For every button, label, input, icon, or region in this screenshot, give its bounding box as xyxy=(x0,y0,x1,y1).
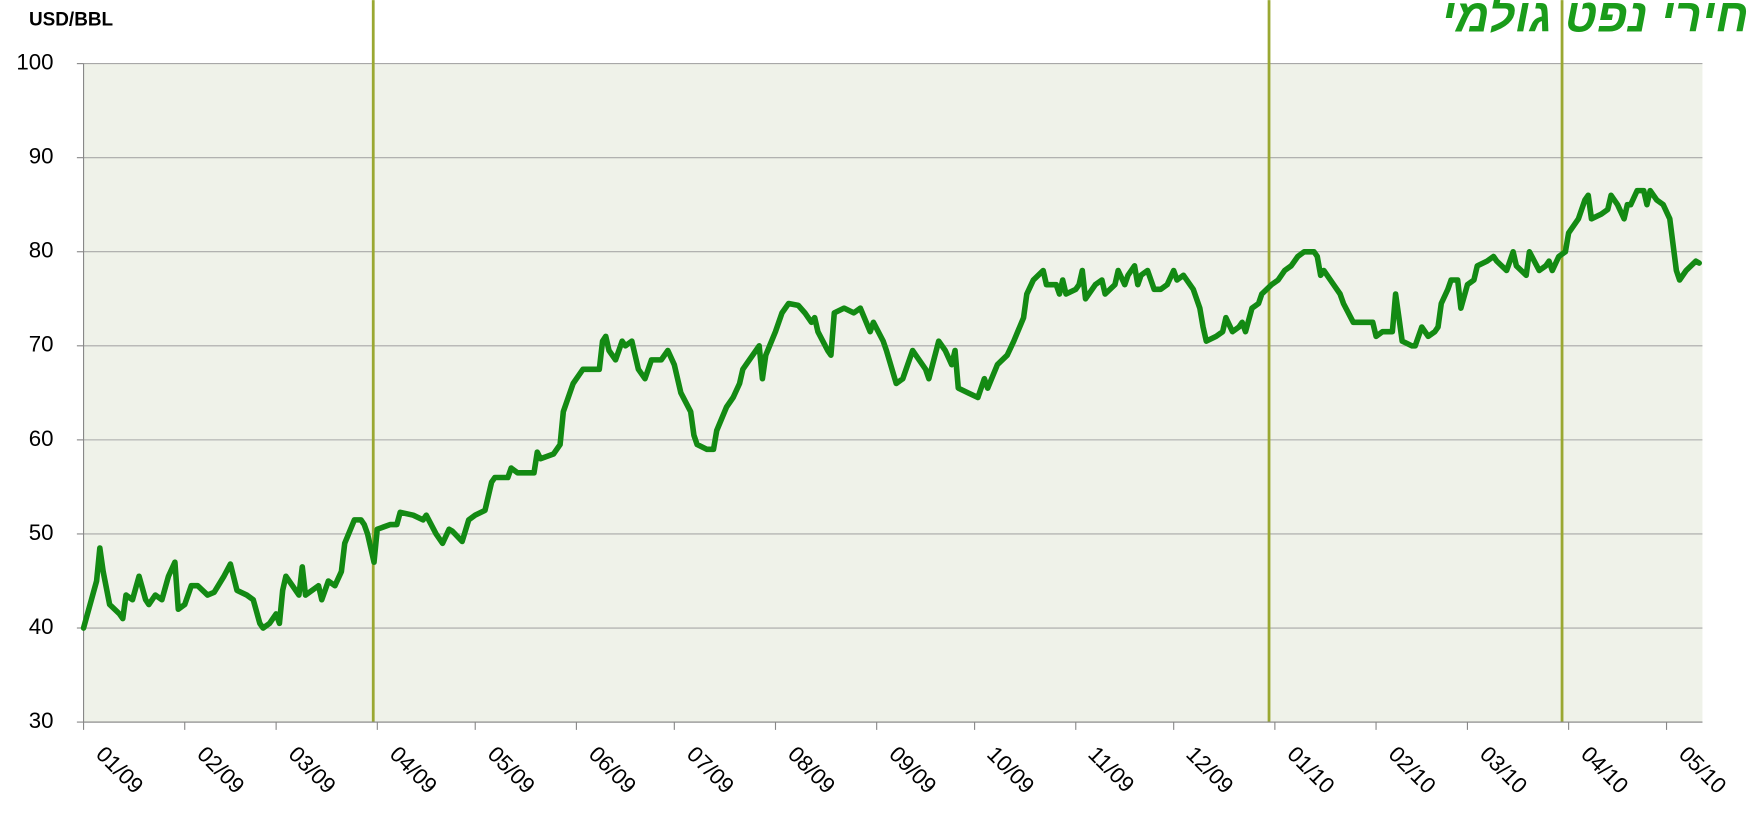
x-tick-label: 10/09 xyxy=(982,741,1039,798)
y-axis-label: USD/BBL xyxy=(29,10,113,31)
x-tick-label: 02/09 xyxy=(192,741,249,798)
x-tick-label: 01/09 xyxy=(91,741,148,798)
chart-title: מחירי נפט גולמי xyxy=(1441,0,1747,41)
y-tick-label: 30 xyxy=(29,708,54,733)
price-line xyxy=(80,187,1702,631)
x-tick-label: 02/10 xyxy=(1384,741,1441,798)
y-tick-label: 80 xyxy=(29,238,54,263)
x-tick-label: 04/09 xyxy=(385,741,442,798)
x-tick-label: 09/09 xyxy=(884,741,941,798)
x-tick-label: 01/10 xyxy=(1282,741,1339,798)
x-tick-label: 07/09 xyxy=(682,741,739,798)
x-tick-label: 08/09 xyxy=(783,741,840,798)
y-tick-label: 70 xyxy=(29,332,54,357)
x-tick-label: 05/10 xyxy=(1674,741,1731,798)
y-tick-label: 50 xyxy=(29,520,54,545)
y-tick-label: 40 xyxy=(29,614,54,639)
x-tick-label: 06/09 xyxy=(584,741,641,798)
y-tick-label: 100 xyxy=(16,50,53,75)
x-tick-label: 04/10 xyxy=(1576,741,1633,798)
y-tick-label: 60 xyxy=(29,426,54,451)
plot-area xyxy=(83,63,1703,723)
x-tick-label: 12/09 xyxy=(1181,741,1238,798)
x-tick-label: 05/09 xyxy=(483,741,540,798)
x-tick-label: 03/09 xyxy=(284,741,341,798)
y-tick-label: 90 xyxy=(29,144,54,169)
x-tick-label: 11/09 xyxy=(1083,741,1139,797)
x-tick-label: 03/10 xyxy=(1475,741,1532,798)
